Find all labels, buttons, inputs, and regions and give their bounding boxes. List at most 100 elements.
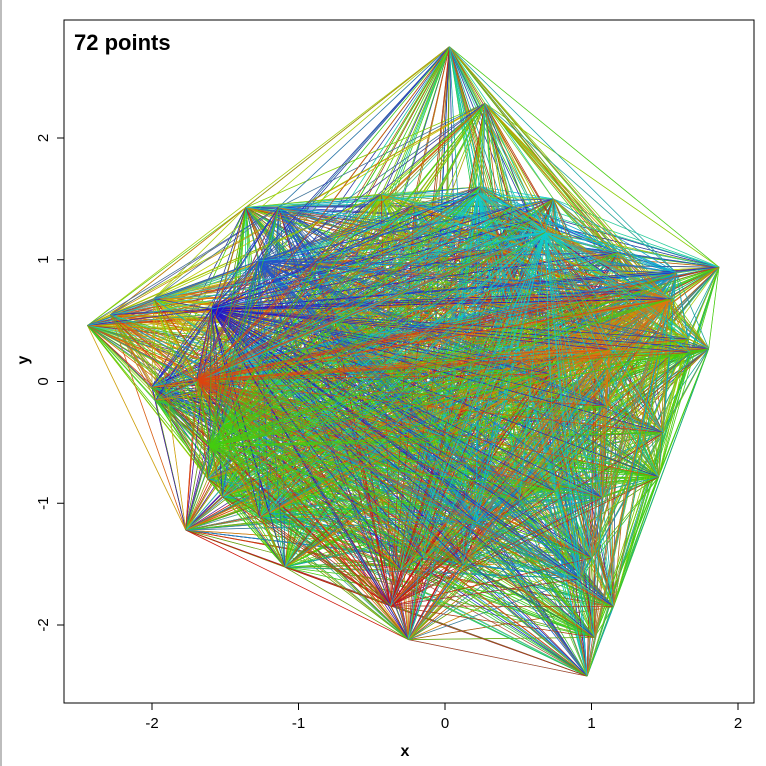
edge-line [475, 289, 644, 523]
edge-line [225, 349, 610, 367]
edge-line [109, 314, 187, 531]
edge-line [87, 46, 450, 326]
edge-line [223, 424, 588, 677]
edge-line [658, 339, 689, 478]
edge-line [445, 432, 664, 438]
edge-line [258, 204, 415, 262]
edge-line [222, 496, 409, 640]
edge-line [258, 260, 520, 501]
edge-line [278, 193, 382, 208]
edge-line [658, 267, 720, 478]
edge-line [110, 207, 279, 315]
edge-line [477, 193, 673, 300]
edge-line [609, 338, 689, 350]
edge-line [258, 260, 644, 291]
edge-line [445, 436, 614, 607]
edge-line [87, 207, 279, 326]
edge-line [591, 349, 610, 559]
edge-line [109, 314, 286, 568]
edge-line [408, 637, 595, 640]
edge-line [225, 272, 677, 367]
edge-line [608, 349, 664, 433]
edge-line [258, 260, 335, 321]
edge-line [153, 103, 486, 299]
edge-line [479, 186, 610, 350]
edge-line [87, 207, 247, 326]
edge-line [284, 521, 477, 568]
edge-line [151, 386, 477, 523]
edge-line [554, 349, 610, 492]
edge-line [613, 266, 720, 607]
edge-line [223, 424, 555, 492]
edge-line [211, 205, 513, 310]
edge-line [153, 46, 450, 299]
edge-line [609, 349, 691, 353]
edge-line [449, 46, 546, 233]
edge-line [207, 232, 546, 480]
edge-line [353, 356, 477, 523]
edge-line [668, 298, 709, 349]
edge-line [475, 352, 691, 523]
edge-line [284, 566, 391, 607]
edge-line [151, 387, 187, 531]
edge-line [153, 298, 212, 310]
edge-line [608, 349, 659, 478]
edge-line [422, 557, 595, 638]
edge-line [400, 232, 546, 571]
edge-line [332, 308, 610, 350]
edge-line [544, 232, 664, 433]
edge-line [381, 193, 478, 195]
edge-line [422, 476, 659, 559]
edge-line [223, 424, 595, 638]
edge-line [429, 442, 477, 523]
edge-line [109, 314, 463, 565]
edge-line [449, 46, 503, 250]
edge-line [390, 289, 644, 607]
edge-line [211, 308, 504, 370]
edge-line [211, 308, 607, 407]
edge-line [675, 272, 710, 349]
edge-line [278, 207, 335, 321]
edge-line [110, 298, 669, 316]
edge-line [605, 405, 614, 607]
edge-line [278, 207, 595, 638]
edge-line [449, 46, 479, 194]
edge-line [390, 266, 720, 607]
edge-line [211, 308, 603, 499]
edge-line [258, 260, 592, 559]
edge-line [284, 204, 415, 568]
edge-line [110, 314, 246, 360]
edge-line [278, 193, 478, 208]
edge-line [211, 272, 677, 310]
edge-line [475, 348, 709, 523]
edge-line [545, 232, 618, 253]
edge-line [531, 220, 669, 300]
edge-line [408, 349, 610, 640]
edge-line [222, 496, 260, 518]
edge-line [605, 338, 689, 407]
edge-line [484, 103, 619, 253]
edge-line [245, 193, 382, 208]
edge-line [449, 46, 477, 523]
edge-line [400, 349, 610, 571]
edge-line [462, 563, 588, 677]
edge-line [445, 349, 610, 438]
edge-line [245, 103, 486, 208]
edge-line [258, 186, 481, 262]
edge-line [413, 204, 610, 350]
edge-line [608, 298, 673, 350]
edge-line [544, 232, 709, 349]
edge-line [475, 349, 610, 523]
edge-line [151, 386, 391, 607]
edge-line [445, 436, 588, 677]
edge-line [586, 352, 691, 677]
edge-line [211, 308, 424, 559]
edge-line [658, 272, 677, 478]
edge-line [315, 103, 486, 264]
edge-line [259, 517, 581, 579]
edge-line [258, 260, 659, 478]
edge-line [258, 260, 614, 607]
edge-line [87, 325, 187, 531]
edge-line [332, 272, 677, 309]
